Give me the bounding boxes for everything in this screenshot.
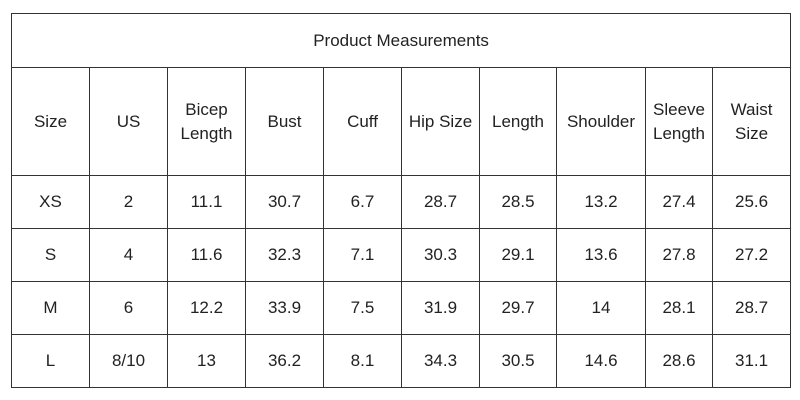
data-cell: 28.7 — [401, 175, 480, 229]
title-row: Product Measurements — [10, 13, 792, 68]
data-cell: 6 — [89, 281, 168, 335]
header-cell: Sleeve Length — [645, 67, 713, 176]
data-cell: 28.5 — [479, 175, 557, 229]
header-cell: Length — [479, 67, 557, 176]
data-cell: 11.1 — [167, 175, 246, 229]
data-cell: 30.7 — [245, 175, 324, 229]
data-cell: 27.2 — [711, 228, 792, 282]
table-container: Product Measurements Size US Bicep Length Bu… — [10, 13, 792, 388]
table-title: Product Measurements — [10, 13, 792, 68]
header-cell: Bicep Length — [167, 67, 246, 176]
header-cell: Hip Size — [401, 67, 480, 176]
data-cell: 8/10 — [89, 334, 168, 388]
data-cell: 29.1 — [479, 228, 557, 282]
header-cell: Size — [11, 67, 90, 176]
data-cell: 27.4 — [645, 175, 713, 229]
data-cell: 29.7 — [479, 281, 557, 335]
data-cell: 27.8 — [645, 228, 713, 282]
measurements-table: Product Measurements Size US Bicep Length Bu… — [10, 13, 792, 388]
data-cell: S — [11, 228, 90, 282]
data-cell: 28.6 — [645, 334, 713, 388]
data-row: M 6 12.2 33.9 7.5 31.9 29.7 14 28.1 28.7 — [11, 281, 792, 335]
data-row: S 4 11.6 32.3 7.1 30.3 29.1 13.6 27.8 27.2 — [11, 228, 792, 282]
data-cell: 8.1 — [323, 334, 402, 388]
data-cell: 30.3 — [401, 228, 480, 282]
data-cell: L — [11, 334, 90, 388]
data-cell: 36.2 — [245, 334, 324, 388]
data-row: XS 2 11.1 30.7 6.7 28.7 28.5 13.2 27.4 25.6 — [11, 175, 792, 229]
data-cell: 28.7 — [711, 281, 792, 335]
data-cell: 7.1 — [323, 228, 402, 282]
data-cell: XS — [11, 175, 90, 229]
data-cell: 13 — [167, 334, 246, 388]
data-cell: 4 — [89, 228, 168, 282]
data-cell: 25.6 — [711, 175, 792, 229]
data-cell: 13.6 — [556, 228, 646, 282]
data-cell: 34.3 — [401, 334, 480, 388]
data-cell: 6.7 — [323, 175, 402, 229]
data-cell: 12.2 — [167, 281, 246, 335]
data-cell: 31.9 — [401, 281, 480, 335]
data-cell: 7.5 — [323, 281, 402, 335]
data-cell: 31.1 — [711, 334, 792, 388]
header-cell: Cuff — [323, 67, 402, 176]
table-body: Product Measurements Size US Bicep Length Bu… — [10, 13, 792, 388]
data-cell: 28.1 — [645, 281, 713, 335]
data-cell: M — [11, 281, 90, 335]
data-cell: 32.3 — [245, 228, 324, 282]
data-cell: 14 — [556, 281, 646, 335]
data-cell: 2 — [89, 175, 168, 229]
data-cell: 30.5 — [479, 334, 557, 388]
data-cell: 13.2 — [556, 175, 646, 229]
data-cell: 33.9 — [245, 281, 324, 335]
header-cell: Bust — [245, 67, 324, 176]
header-row: Size US Bicep Length Bust Cuff Hip Size Length… — [11, 67, 792, 176]
data-cell: 11.6 — [167, 228, 246, 282]
header-cell: Waist Size — [711, 67, 792, 176]
header-cell: US — [89, 67, 168, 176]
header-cell: Shoulder — [556, 67, 646, 176]
data-row: L 8/10 13 36.2 8.1 34.3 30.5 14.6 28.6 31.1 — [11, 334, 792, 388]
data-cell: 14.6 — [556, 334, 646, 388]
